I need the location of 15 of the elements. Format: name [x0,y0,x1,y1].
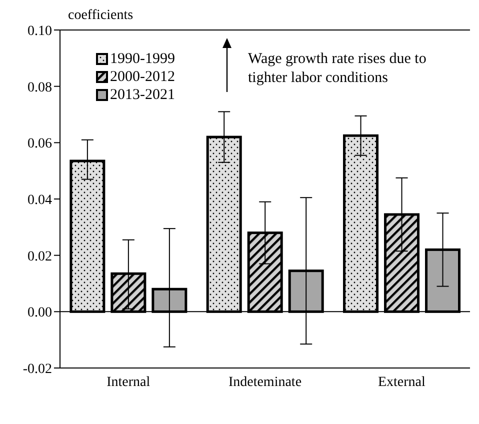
legend-label: 2000-2012 [110,68,175,86]
legend-label: 2013-2021 [110,86,175,104]
y-axis-title: coefficients [68,8,134,24]
y-tick-label: 0.04 [28,192,52,208]
x-tick-label: Internal [106,374,150,390]
y-tick-label: 0.02 [28,249,52,264]
y-tick-label: 0.00 [28,306,52,321]
legend-label: 1990-1999 [110,50,175,68]
x-tick-label: External [378,374,426,390]
y-tick-label: 0.06 [28,136,52,152]
y-tick-label: -0.02 [22,362,52,377]
y-tick-label: 0.10 [28,24,52,39]
x-tick-label: Indeteminate [228,374,302,390]
y-tick-label: 0.08 [28,80,52,96]
annotation: Wage growth rate rises due to tighter labor conditions [248,50,428,88]
